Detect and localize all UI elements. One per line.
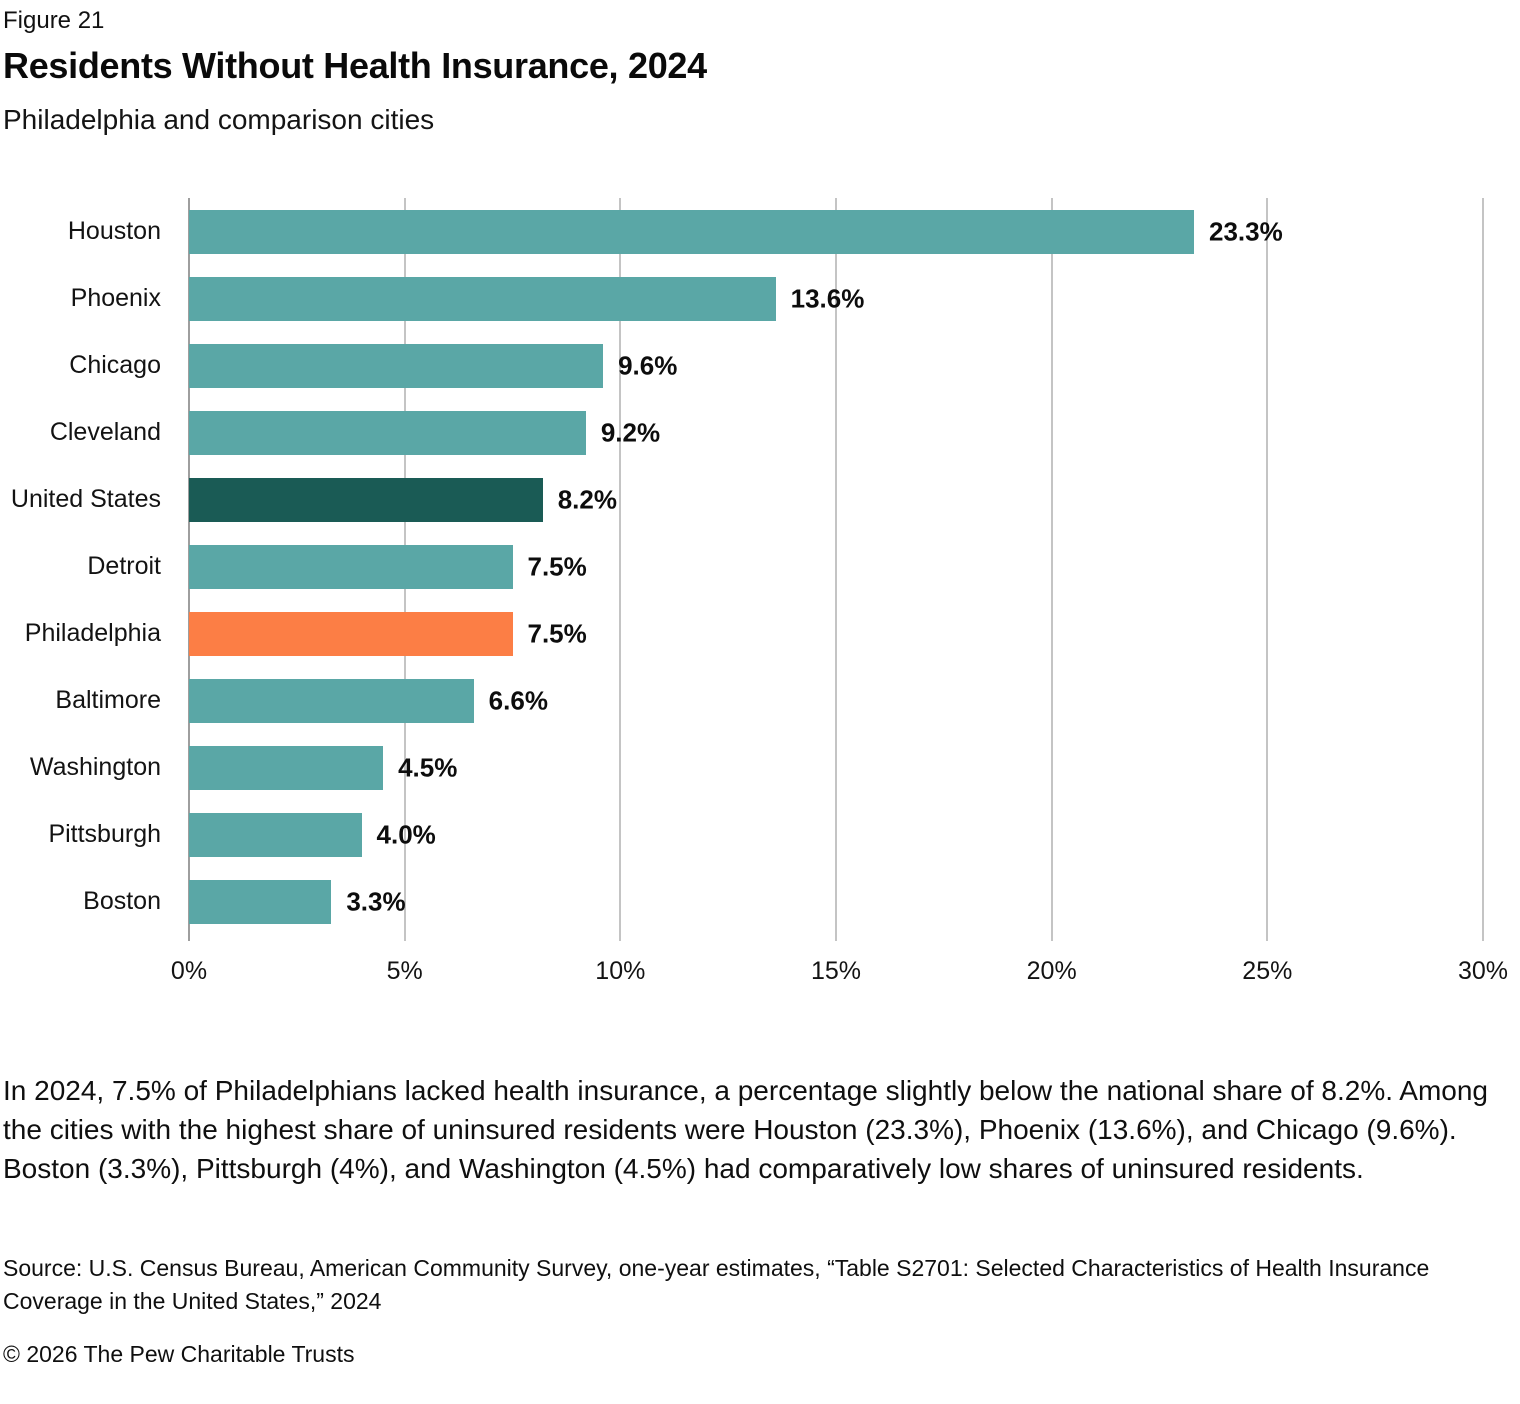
bar-row-washington: Washington 4.5% bbox=[3, 734, 1520, 801]
bar-track: 4.5% bbox=[189, 745, 1483, 790]
bar-track: 6.6% bbox=[189, 678, 1483, 723]
category-label-cleveland: Cleveland bbox=[49, 418, 161, 446]
value-label-phoenix: 13.6% bbox=[790, 283, 865, 313]
value-label-houston: 23.3% bbox=[1209, 216, 1283, 246]
copyright-note: © 2026 The Pew Charitable Trusts bbox=[3, 1341, 355, 1367]
bar-track: 13.6% bbox=[189, 276, 1483, 321]
value-label-chicago: 9.6% bbox=[618, 350, 678, 380]
bar-track: 7.5% bbox=[189, 611, 1483, 656]
page-subtitle: Philadelphia and comparison cities bbox=[3, 104, 435, 135]
bar-united-states: 8.2% bbox=[189, 477, 617, 522]
bar-track: 7.5% bbox=[189, 544, 1483, 589]
bar-track: 3.3% bbox=[189, 879, 1483, 924]
value-label-philadelphia: 7.5% bbox=[527, 618, 587, 648]
category-label-phoenix: Phoenix bbox=[70, 284, 161, 312]
bar-houston: 23.3% bbox=[189, 209, 1283, 254]
category-label-houston: Houston bbox=[67, 217, 161, 245]
bar-row-united-states: United States 8.2% bbox=[3, 466, 1520, 533]
x-tick-5: 5% bbox=[386, 957, 423, 985]
bar-track: 9.6% bbox=[189, 343, 1483, 388]
figure-label: Figure 21 bbox=[3, 7, 105, 34]
bar-boston: 3.3% bbox=[189, 879, 406, 924]
category-label-united-states: United States bbox=[10, 485, 161, 513]
bar-track: 4.0% bbox=[189, 812, 1483, 857]
source-note: Source: U.S. Census Bureau, American Com… bbox=[3, 1255, 1430, 1314]
x-axis: 0% 5% 10% 15% 20% 25% 30% bbox=[171, 957, 1508, 991]
category-label-boston: Boston bbox=[83, 887, 161, 915]
value-label-cleveland: 9.2% bbox=[600, 417, 661, 447]
bar-track: 9.2% bbox=[189, 410, 1483, 455]
value-label-detroit: 7.5% bbox=[527, 551, 587, 581]
value-label-washington: 4.5% bbox=[398, 752, 458, 782]
plot-area: Houston 23.3% Phoenix 13.6% bbox=[3, 198, 1520, 941]
bar-chicago: 9.6% bbox=[189, 343, 677, 388]
value-label-boston: 3.3% bbox=[346, 886, 406, 916]
bar-baltimore: 6.6% bbox=[189, 678, 548, 723]
category-label-philadelphia: Philadelphia bbox=[24, 619, 161, 647]
page-title: Residents Without Health Insurance, 2024 bbox=[3, 45, 707, 86]
category-label-pittsburgh: Pittsburgh bbox=[48, 820, 161, 848]
bar-chart: Houston 23.3% Phoenix 13.6% bbox=[3, 198, 1520, 991]
category-label-chicago: Chicago bbox=[69, 351, 161, 379]
bar-detroit: 7.5% bbox=[189, 544, 587, 589]
bar-rows: Houston 23.3% Phoenix 13.6% bbox=[3, 198, 1520, 935]
bar-row-cleveland: Cleveland 9.2% bbox=[3, 399, 1520, 466]
bar-row-phoenix: Phoenix 13.6% bbox=[3, 265, 1520, 332]
x-tick-20: 20% bbox=[1026, 957, 1077, 985]
bar-track: 23.3% bbox=[189, 209, 1483, 254]
category-label-baltimore: Baltimore bbox=[55, 686, 161, 714]
x-tick-0: 0% bbox=[170, 957, 208, 985]
bar-cleveland: 9.2% bbox=[189, 410, 660, 455]
value-label-baltimore: 6.6% bbox=[488, 685, 548, 715]
bar-pittsburgh: 4.0% bbox=[189, 812, 436, 857]
bar-row-chicago: Chicago 9.6% bbox=[3, 332, 1520, 399]
bar-washington: 4.5% bbox=[189, 745, 457, 790]
figure-page: Figure 21 Residents Without Health Insur… bbox=[3, 7, 1520, 1367]
x-tick-15: 15% bbox=[810, 957, 862, 985]
bar-row-houston: Houston 23.3% bbox=[3, 198, 1520, 265]
x-tick-30: 30% bbox=[1457, 957, 1509, 985]
bar-track: 8.2% bbox=[189, 477, 1483, 522]
category-label-washington: Washington bbox=[29, 753, 161, 781]
value-label-pittsburgh: 4.0% bbox=[376, 819, 436, 849]
bar-row-philadelphia: Philadelphia 7.5% bbox=[3, 600, 1520, 667]
bar-row-detroit: Detroit 7.5% bbox=[3, 533, 1520, 600]
bar-philadelphia: 7.5% bbox=[189, 611, 587, 656]
x-tick-25: 25% bbox=[1242, 957, 1293, 985]
bar-row-boston: Boston 3.3% bbox=[3, 868, 1520, 935]
x-tick-10: 10% bbox=[595, 957, 646, 985]
category-label-detroit: Detroit bbox=[87, 552, 161, 580]
value-label-united-states: 8.2% bbox=[557, 484, 617, 514]
bar-row-pittsburgh: Pittsburgh 4.0% bbox=[3, 801, 1520, 868]
bar-phoenix: 13.6% bbox=[189, 276, 864, 321]
figure-caption: In 2024, 7.5% of Philadelphians lacked h… bbox=[3, 1075, 1488, 1184]
bar-row-baltimore: Baltimore 6.6% bbox=[3, 667, 1520, 734]
